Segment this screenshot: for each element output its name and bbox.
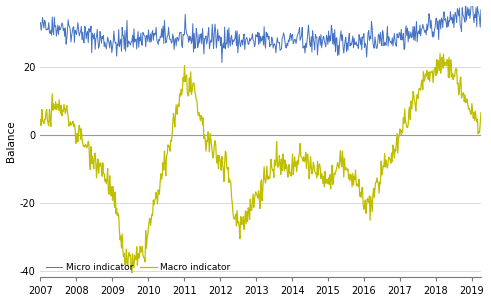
Micro indicator — [219, 61, 225, 64]
Y-axis label: Balance: Balance — [5, 121, 16, 162]
Macro indicator — [227, 179, 233, 183]
Micro indicator — [359, 35, 365, 39]
Legend: Micro indicator, Macro indicator: Micro indicator, Macro indicator — [45, 262, 231, 273]
Micro indicator — [37, 21, 43, 24]
Micro indicator — [463, 0, 468, 1]
Micro indicator — [179, 43, 185, 47]
Line: Macro indicator: Macro indicator — [40, 53, 481, 273]
Micro indicator — [76, 28, 82, 31]
Macro indicator — [437, 52, 443, 55]
Macro indicator — [478, 111, 484, 114]
Micro indicator — [478, 8, 484, 12]
Line: Micro indicator: Micro indicator — [40, 0, 481, 63]
Macro indicator — [180, 87, 186, 91]
Micro indicator — [142, 34, 148, 38]
Micro indicator — [386, 37, 392, 41]
Macro indicator — [129, 271, 135, 275]
Micro indicator — [227, 44, 233, 48]
Macro indicator — [143, 229, 149, 233]
Macro indicator — [359, 186, 365, 189]
Macro indicator — [386, 157, 392, 161]
Macro indicator — [37, 118, 43, 121]
Macro indicator — [76, 129, 82, 132]
